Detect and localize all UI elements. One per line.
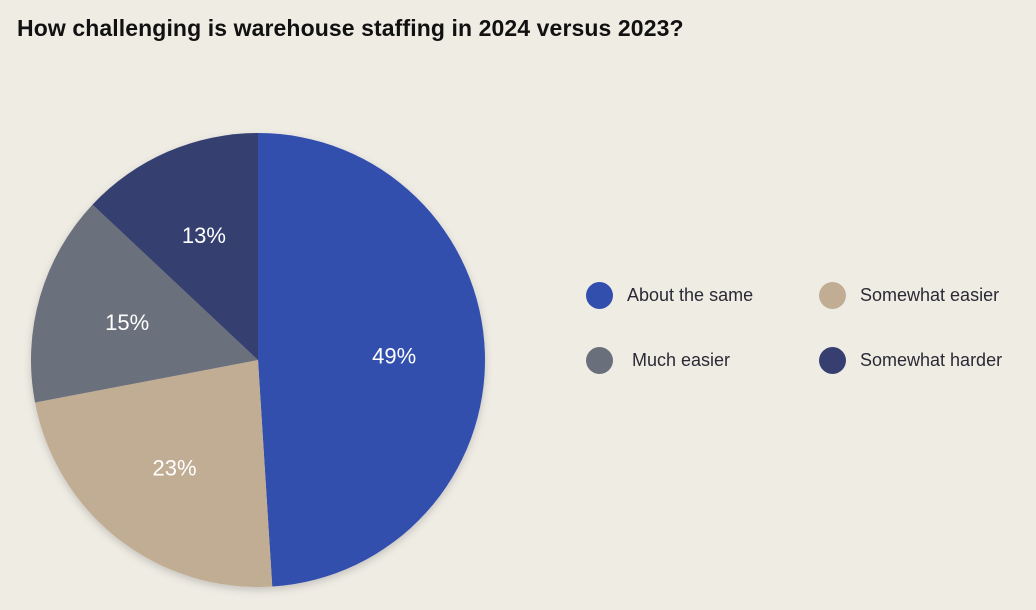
slice-value-label: 13% [182,223,226,248]
slice-value-label: 49% [372,344,416,369]
pie-slice-about-the-same [258,133,485,587]
legend-item-somewhat-harder: Somewhat harder [819,347,1002,374]
legend-label: Somewhat easier [860,285,1000,305]
legend-label: Somewhat harder [860,350,1003,370]
pie-slice-somewhat-harder [92,133,258,360]
pie-slice-somewhat-easier [35,360,273,587]
pie-slice-much-easier [30,204,258,403]
legend-label: About the same [627,285,754,305]
slice-value-label: 23% [152,456,196,481]
pie-chart: 49% 23% 15% 13% [30,133,485,587]
legend-swatch [819,347,846,374]
legend-item-much-easier: Much easier [586,347,730,374]
chart-title: How challenging is warehouse staffing in… [17,15,684,41]
legend-swatch [586,282,613,309]
slice-value-label: 15% [105,310,149,335]
legend-label: Much easier [632,350,731,370]
legend-item-somewhat-easier: Somewhat easier [819,282,999,309]
legend-swatch [586,347,613,374]
legend-swatch [819,282,846,309]
legend-item-about-the-same: About the same [586,282,753,309]
